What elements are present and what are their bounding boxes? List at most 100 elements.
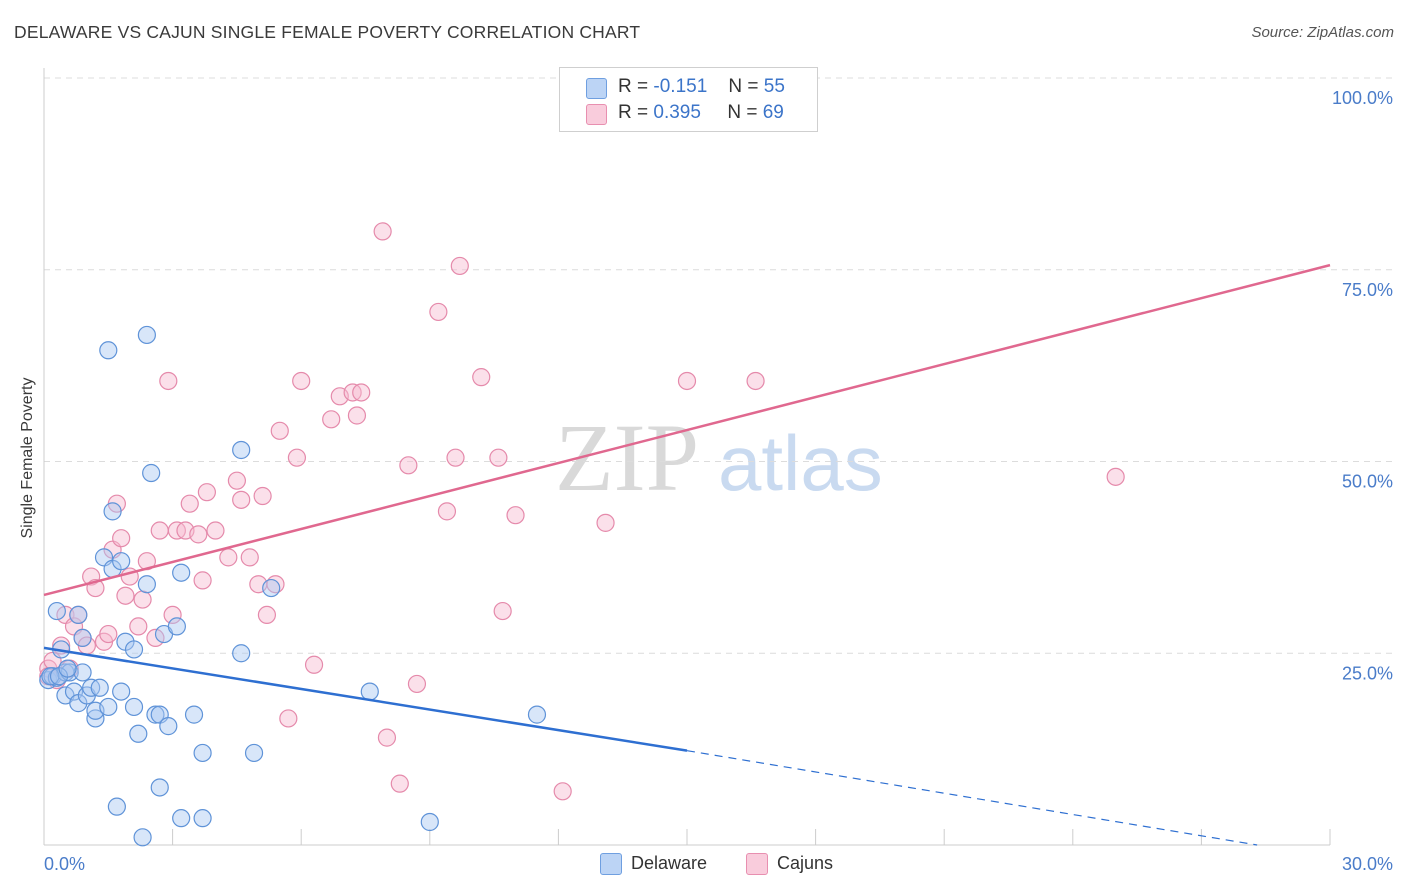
- delaware-point-41: [172, 809, 191, 828]
- delaware-r-value: -0.151: [653, 76, 708, 97]
- delaware-point-42: [184, 705, 204, 724]
- source-credit: Source: ZipAtlas.com: [1251, 24, 1394, 41]
- delaware-point-27: [124, 640, 144, 659]
- cajun-point-25: [159, 371, 178, 391]
- cajun-points: [39, 68, 1125, 801]
- y-tick-labels: 25.0% 50.0% 75.0% 100.0%: [1332, 88, 1393, 683]
- cajun-point-65: [553, 782, 572, 801]
- delaware-point-30: [133, 828, 152, 847]
- delaware-point-12: [73, 628, 92, 648]
- delaware-swatch: [586, 78, 607, 99]
- cajun-point-67: [677, 371, 697, 391]
- delaware-point-38: [159, 717, 178, 736]
- delaware-point-23: [107, 797, 126, 816]
- cajun-point-62: [489, 448, 508, 467]
- cajun-point-45: [292, 371, 311, 391]
- cajun-point-58: [437, 502, 457, 521]
- cajun-point-42: [270, 421, 289, 440]
- x-tick-label-max: 30.0%: [1342, 854, 1393, 874]
- bottom-delaware-label: Delaware: [631, 853, 708, 873]
- cajun-point-32: [197, 483, 216, 502]
- cajun-point-55: [399, 456, 418, 475]
- cajun-point-56: [407, 674, 427, 694]
- cajun-point-26: [163, 605, 182, 625]
- cajun-point-17: [112, 529, 131, 548]
- cajun-point-39: [253, 486, 272, 506]
- delaware-point-49: [360, 682, 379, 701]
- y-tick-label-1: 50.0%: [1342, 472, 1393, 492]
- delaware-point-21: [103, 502, 122, 521]
- cajun-point-35: [227, 471, 246, 490]
- cajun-point-36: [232, 490, 251, 509]
- cajun-point-54: [390, 774, 409, 793]
- gridlines: [44, 77, 1392, 654]
- delaware-point-43: [193, 743, 212, 763]
- cajun-point-69: [1106, 467, 1125, 486]
- delaware-n-value: 55: [763, 76, 785, 97]
- cajun-n-label: N =: [727, 102, 758, 123]
- delaware-point-15: [86, 709, 105, 728]
- watermark: ZIP atlas: [555, 404, 883, 511]
- cajun-swatch: [586, 104, 607, 125]
- delaware-point-20: [99, 341, 118, 360]
- delaware-r-label: R =: [618, 76, 649, 97]
- cajun-point-23: [146, 628, 165, 648]
- delaware-point-31: [137, 325, 156, 345]
- cajun-point-52: [373, 222, 392, 241]
- bottom-delaware-swatch: [600, 853, 622, 875]
- axes: [43, 68, 1331, 846]
- cajun-r-label: R =: [618, 102, 649, 123]
- delaware-point-17: [90, 678, 109, 697]
- cajun-point-64: [506, 506, 525, 525]
- cajun-n-value: 69: [762, 102, 784, 123]
- delaware-trend-line: [43, 646, 688, 752]
- cajun-point-31: [193, 571, 212, 590]
- delaware-point-28: [124, 697, 144, 717]
- cajun-point-21: [133, 590, 152, 609]
- delaware-point-24: [112, 682, 131, 701]
- delaware-point-32: [137, 575, 156, 594]
- chart-title: DELAWARE VS CAJUN SINGLE FEMALE POVERTY …: [14, 22, 641, 42]
- delaware-point-51: [527, 705, 547, 724]
- cajun-point-57: [429, 302, 448, 322]
- delaware-n-label: N =: [728, 76, 759, 97]
- x-tick-label-min: 0.0%: [44, 854, 85, 874]
- delaware-point-11: [73, 663, 92, 682]
- cajun-point-14: [99, 624, 118, 644]
- delaware-point-34: [146, 705, 165, 724]
- delaware-point-9: [69, 605, 88, 625]
- delaware-point-29: [129, 724, 148, 743]
- delaware-point-45: [232, 440, 251, 460]
- delaware-point-25: [112, 552, 131, 571]
- cajun-point-37: [240, 548, 259, 567]
- cajun-point-43: [279, 709, 298, 728]
- delaware-trend-extension: [686, 750, 1258, 846]
- cajun-point-29: [180, 494, 199, 513]
- delaware-point-35: [150, 778, 169, 797]
- cajun-point-51: [352, 383, 371, 402]
- cajun-point-50: [347, 406, 367, 425]
- cajun-r-value: 0.395: [653, 102, 701, 123]
- cajun-trend-line: [43, 263, 1331, 597]
- delaware-point-54: [58, 659, 77, 678]
- cajun-point-24: [150, 521, 169, 540]
- cajun-point-44: [287, 448, 307, 467]
- cajun-point-33: [206, 521, 225, 540]
- cajun-point-47: [322, 410, 341, 429]
- y-tick-label-0: 25.0%: [1342, 663, 1393, 683]
- cajun-point-61: [472, 368, 491, 387]
- y-tick-label-2: 75.0%: [1342, 280, 1393, 300]
- correlation-legend: R = -0.151 N = 55 R = 0.395 N = 69: [559, 67, 818, 132]
- cajun-point-30: [189, 525, 208, 544]
- bottom-cajun-label: Cajuns: [777, 853, 834, 873]
- cajun-point-68: [746, 371, 765, 391]
- delaware-point-48: [262, 578, 281, 598]
- cajun-point-34: [219, 548, 238, 567]
- delaware-point-2: [47, 601, 66, 621]
- cajun-point-66: [596, 513, 615, 532]
- delaware-points: [39, 325, 547, 847]
- cajun-point-20: [129, 617, 148, 636]
- trend-lines: [43, 263, 1331, 846]
- delaware-point-40: [172, 563, 191, 582]
